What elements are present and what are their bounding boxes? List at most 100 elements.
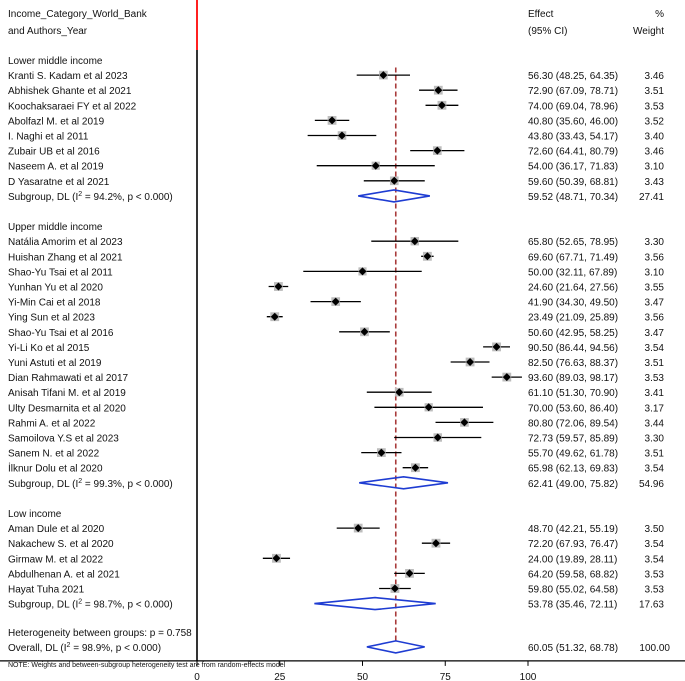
point-estimate: [360, 327, 369, 336]
study-label: Yunhan Yu et al 2020: [8, 283, 103, 294]
weight-value: 3.54: [645, 539, 665, 550]
weight-value: 3.10: [645, 162, 665, 173]
weight-value: 3.46: [645, 71, 665, 82]
study-label: Abdulhenan A. et al 2021: [8, 569, 120, 580]
study-label: Huishan Zhang et al 2021: [8, 252, 123, 263]
effect-ci-value: 80.80 (72.06, 89.54): [528, 418, 618, 429]
subgroup-label: Subgroup, DL (I2 = 98.7%, p < 0.000): [8, 599, 173, 611]
point-estimate: [390, 176, 399, 185]
point-estimate: [371, 161, 380, 170]
effect-ci-value: 61.10 (51.30, 70.90): [528, 388, 618, 399]
point-estimate: [354, 524, 363, 533]
header-label-line1: Income_Category_World_Bank: [8, 9, 148, 20]
study-label: Yuni Astuti et al 2019: [8, 358, 102, 369]
effect-ci-value: 64.20 (59.58, 68.82): [528, 569, 618, 580]
effect-ci-value: 59.80 (55.02, 64.58): [528, 585, 618, 596]
heterogeneity-text: Heterogeneity between groups: p = 0.758: [8, 628, 192, 639]
effect-ci-value: 48.70 (42.21, 55.19): [528, 524, 618, 535]
weight-value: 3.17: [645, 403, 665, 414]
point-estimate: [434, 86, 443, 95]
study-label: Abhishek Ghante et al 2021: [8, 86, 132, 97]
weight-value: 3.51: [645, 358, 665, 369]
subgroup-label: Subgroup, DL (I2 = 99.3%, p < 0.000): [8, 478, 173, 490]
x-axis-tick-label: 100: [520, 672, 537, 681]
study-label: Hayat Tuha 2021: [8, 585, 85, 596]
effect-ci-value: 59.60 (50.39, 68.81): [528, 177, 618, 188]
point-estimate: [466, 358, 475, 366]
point-estimate: [424, 403, 433, 412]
subgroup-weight-value: 17.63: [639, 600, 664, 611]
effect-ci-value: 40.80 (35.60, 46.00): [528, 116, 618, 127]
study-label: Yi-Li Ko et al 2015: [8, 343, 90, 354]
point-estimate: [377, 448, 386, 457]
overall-diamond: [366, 640, 425, 654]
effect-ci-value: 50.60 (42.95, 58.25): [528, 328, 618, 339]
weight-value: 3.56: [645, 313, 665, 324]
effect-ci-value: 24.60 (21.64, 27.56): [528, 283, 618, 294]
weight-value: 3.41: [645, 388, 665, 399]
effect-ci-value: 41.90 (34.30, 49.50): [528, 298, 618, 309]
weight-value: 3.43: [645, 177, 665, 188]
point-estimate: [437, 101, 446, 110]
effect-ci-value: 74.00 (69.04, 78.96): [528, 101, 618, 112]
study-label: Shao-Yu Tsai et al 2016: [8, 328, 114, 339]
subgroup-effect-value: 62.41 (49.00, 75.82): [528, 479, 618, 490]
weight-value: 3.53: [645, 585, 665, 596]
effect-ci-value: 24.00 (19.89, 28.11): [528, 554, 617, 565]
subgroup-effect-value: 53.78 (35.46, 72.11): [528, 600, 617, 611]
effect-ci-value: 65.98 (62.13, 69.83): [528, 464, 618, 475]
overall-weight-value: 100.00: [639, 643, 670, 654]
point-estimate: [411, 463, 420, 472]
effect-ci-value: 50.00 (32.11, 67.89): [528, 267, 617, 278]
effect-ci-value: 93.60 (89.03, 98.17): [528, 373, 618, 384]
study-label: Naseem A. et al 2019: [8, 162, 104, 173]
x-axis-tick-label: 75: [440, 672, 452, 681]
point-estimate: [502, 373, 511, 382]
study-label: Rahmi A. et al 2022: [8, 418, 96, 429]
study-label: Anisah Tifani M. et al 2019: [8, 388, 126, 399]
weight-value: 3.47: [645, 298, 665, 309]
weight-value: 3.54: [645, 343, 665, 354]
weight-value: 3.56: [645, 252, 665, 263]
effect-ci-value: 43.80 (33.43, 54.17): [528, 132, 618, 143]
study-label: Shao-Yu Tsai et al 2011: [8, 267, 113, 278]
effect-ci-value: 72.20 (67.93, 76.47): [528, 539, 618, 550]
weight-value: 3.55: [645, 283, 665, 294]
weight-value: 3.51: [645, 449, 665, 460]
effect-ci-value: 72.90 (67.09, 78.71): [528, 86, 618, 97]
study-label: Ulty Desmarnita et al 2020: [8, 403, 126, 414]
effect-ci-value: 65.80 (52.65, 78.95): [528, 237, 618, 248]
weight-value: 3.52: [645, 116, 665, 127]
overall-effect-value: 60.05 (51.32, 68.78): [528, 643, 618, 654]
point-estimate: [410, 237, 419, 246]
study-label: Nakachew S. et al 2020: [8, 539, 114, 550]
group-heading: Upper middle income: [8, 222, 103, 233]
point-estimate: [328, 116, 337, 125]
point-estimate: [331, 297, 340, 306]
subgroup-weight-value: 27.41: [639, 192, 664, 203]
group-heading: Lower middle income: [8, 56, 103, 67]
weight-value: 3.53: [645, 101, 665, 112]
point-estimate: [337, 131, 346, 140]
overall-label: Overall, DL (I2 = 98.9%, p < 0.000): [8, 642, 161, 654]
effect-ci-value: 72.60 (64.41, 80.79): [528, 147, 618, 158]
header-label-line2: and Authors_Year: [8, 26, 88, 37]
subgroup-label: Subgroup, DL (I2 = 94.2%, p < 0.000): [8, 191, 173, 203]
study-label: Zubair UB et al 2016: [8, 147, 100, 158]
point-estimate: [405, 569, 414, 578]
weight-value: 3.53: [645, 569, 665, 580]
effect-ci-value: 90.50 (86.44, 94.56): [528, 343, 618, 354]
footnote: NOTE: Weights and between-subgroup heter…: [8, 662, 286, 669]
weight-value: 3.30: [645, 237, 665, 248]
weight-value: 3.53: [645, 373, 665, 384]
subgroup-diamond: [314, 596, 436, 611]
study-label: Ying Sun et al 2023: [8, 313, 95, 324]
weight-value: 3.10: [645, 267, 665, 278]
header-weight-line1: %: [655, 9, 664, 20]
study-label: Girmaw M. et al 2022: [8, 554, 103, 565]
point-estimate: [431, 539, 440, 548]
point-estimate: [274, 282, 283, 291]
study-label: Koochaksaraei FY et al 2022: [8, 101, 137, 112]
group-heading: Low income: [8, 509, 62, 520]
